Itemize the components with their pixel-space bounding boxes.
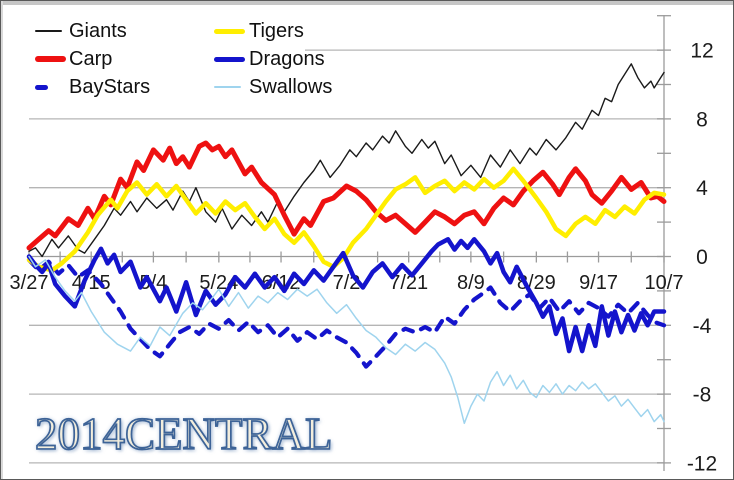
y-axis-label: 8 (696, 108, 708, 131)
x-axis-label: 3/27 (10, 272, 49, 294)
x-axis-label: 9/17 (579, 272, 618, 294)
legend-swatch-baystars (35, 84, 69, 90)
x-axis-label: 4/15 (72, 272, 111, 294)
legend-label-swallows: Swallows (249, 75, 333, 98)
chart-legend: Giants Carp BayStars Tigers Dragons Swallows (13, 9, 332, 115)
legend-item-giants: Giants (35, 18, 127, 44)
legend-swatch-carp (35, 56, 69, 62)
legend-item-swallows: Swallows (214, 74, 332, 100)
x-axis-label: 10/7 (645, 272, 684, 294)
legend-label-dragons: Dragons (249, 47, 325, 70)
legend-swatch-giants (35, 30, 69, 32)
legend-item-tigers: Tigers (214, 18, 304, 44)
legend-item-dragons: Dragons (214, 46, 325, 72)
legend-swatch-swallows (214, 86, 249, 88)
legend-label-tigers: Tigers (249, 19, 304, 42)
watermark-text: 2014CENTRAL (34, 408, 333, 460)
series-line-swallows (28, 255, 665, 425)
y-axis-label: -8 (693, 384, 712, 407)
legend-item-baystars: BayStars (35, 74, 150, 100)
series-line-baystars (26, 257, 667, 369)
legend-label-baystars: BayStars (69, 75, 151, 98)
series-line-tigers (26, 166, 667, 273)
legend-item-carp: Carp (35, 46, 112, 72)
series-line-giants (28, 63, 665, 258)
x-axis-label: 7/21 (389, 272, 428, 294)
y-axis-label: 12 (690, 40, 713, 63)
series-line-carp (26, 140, 667, 251)
legend-label-giants: Giants (69, 19, 127, 42)
legend-swatch-dragons (214, 56, 249, 62)
series-line-dragons (26, 237, 667, 354)
y-axis-label: 0 (696, 246, 708, 269)
y-axis-label: 4 (696, 177, 708, 200)
y-axis-label: -4 (693, 315, 712, 338)
window-left-edge (1, 1, 3, 479)
legend-swatch-tigers (214, 28, 249, 34)
y-axis-label: -12 (687, 452, 717, 475)
legend-label-carp: Carp (69, 47, 113, 70)
x-axis-label: 8/9 (457, 272, 485, 294)
x-axis-label: 7/2 (333, 272, 361, 294)
window-top-edge (1, 1, 733, 5)
